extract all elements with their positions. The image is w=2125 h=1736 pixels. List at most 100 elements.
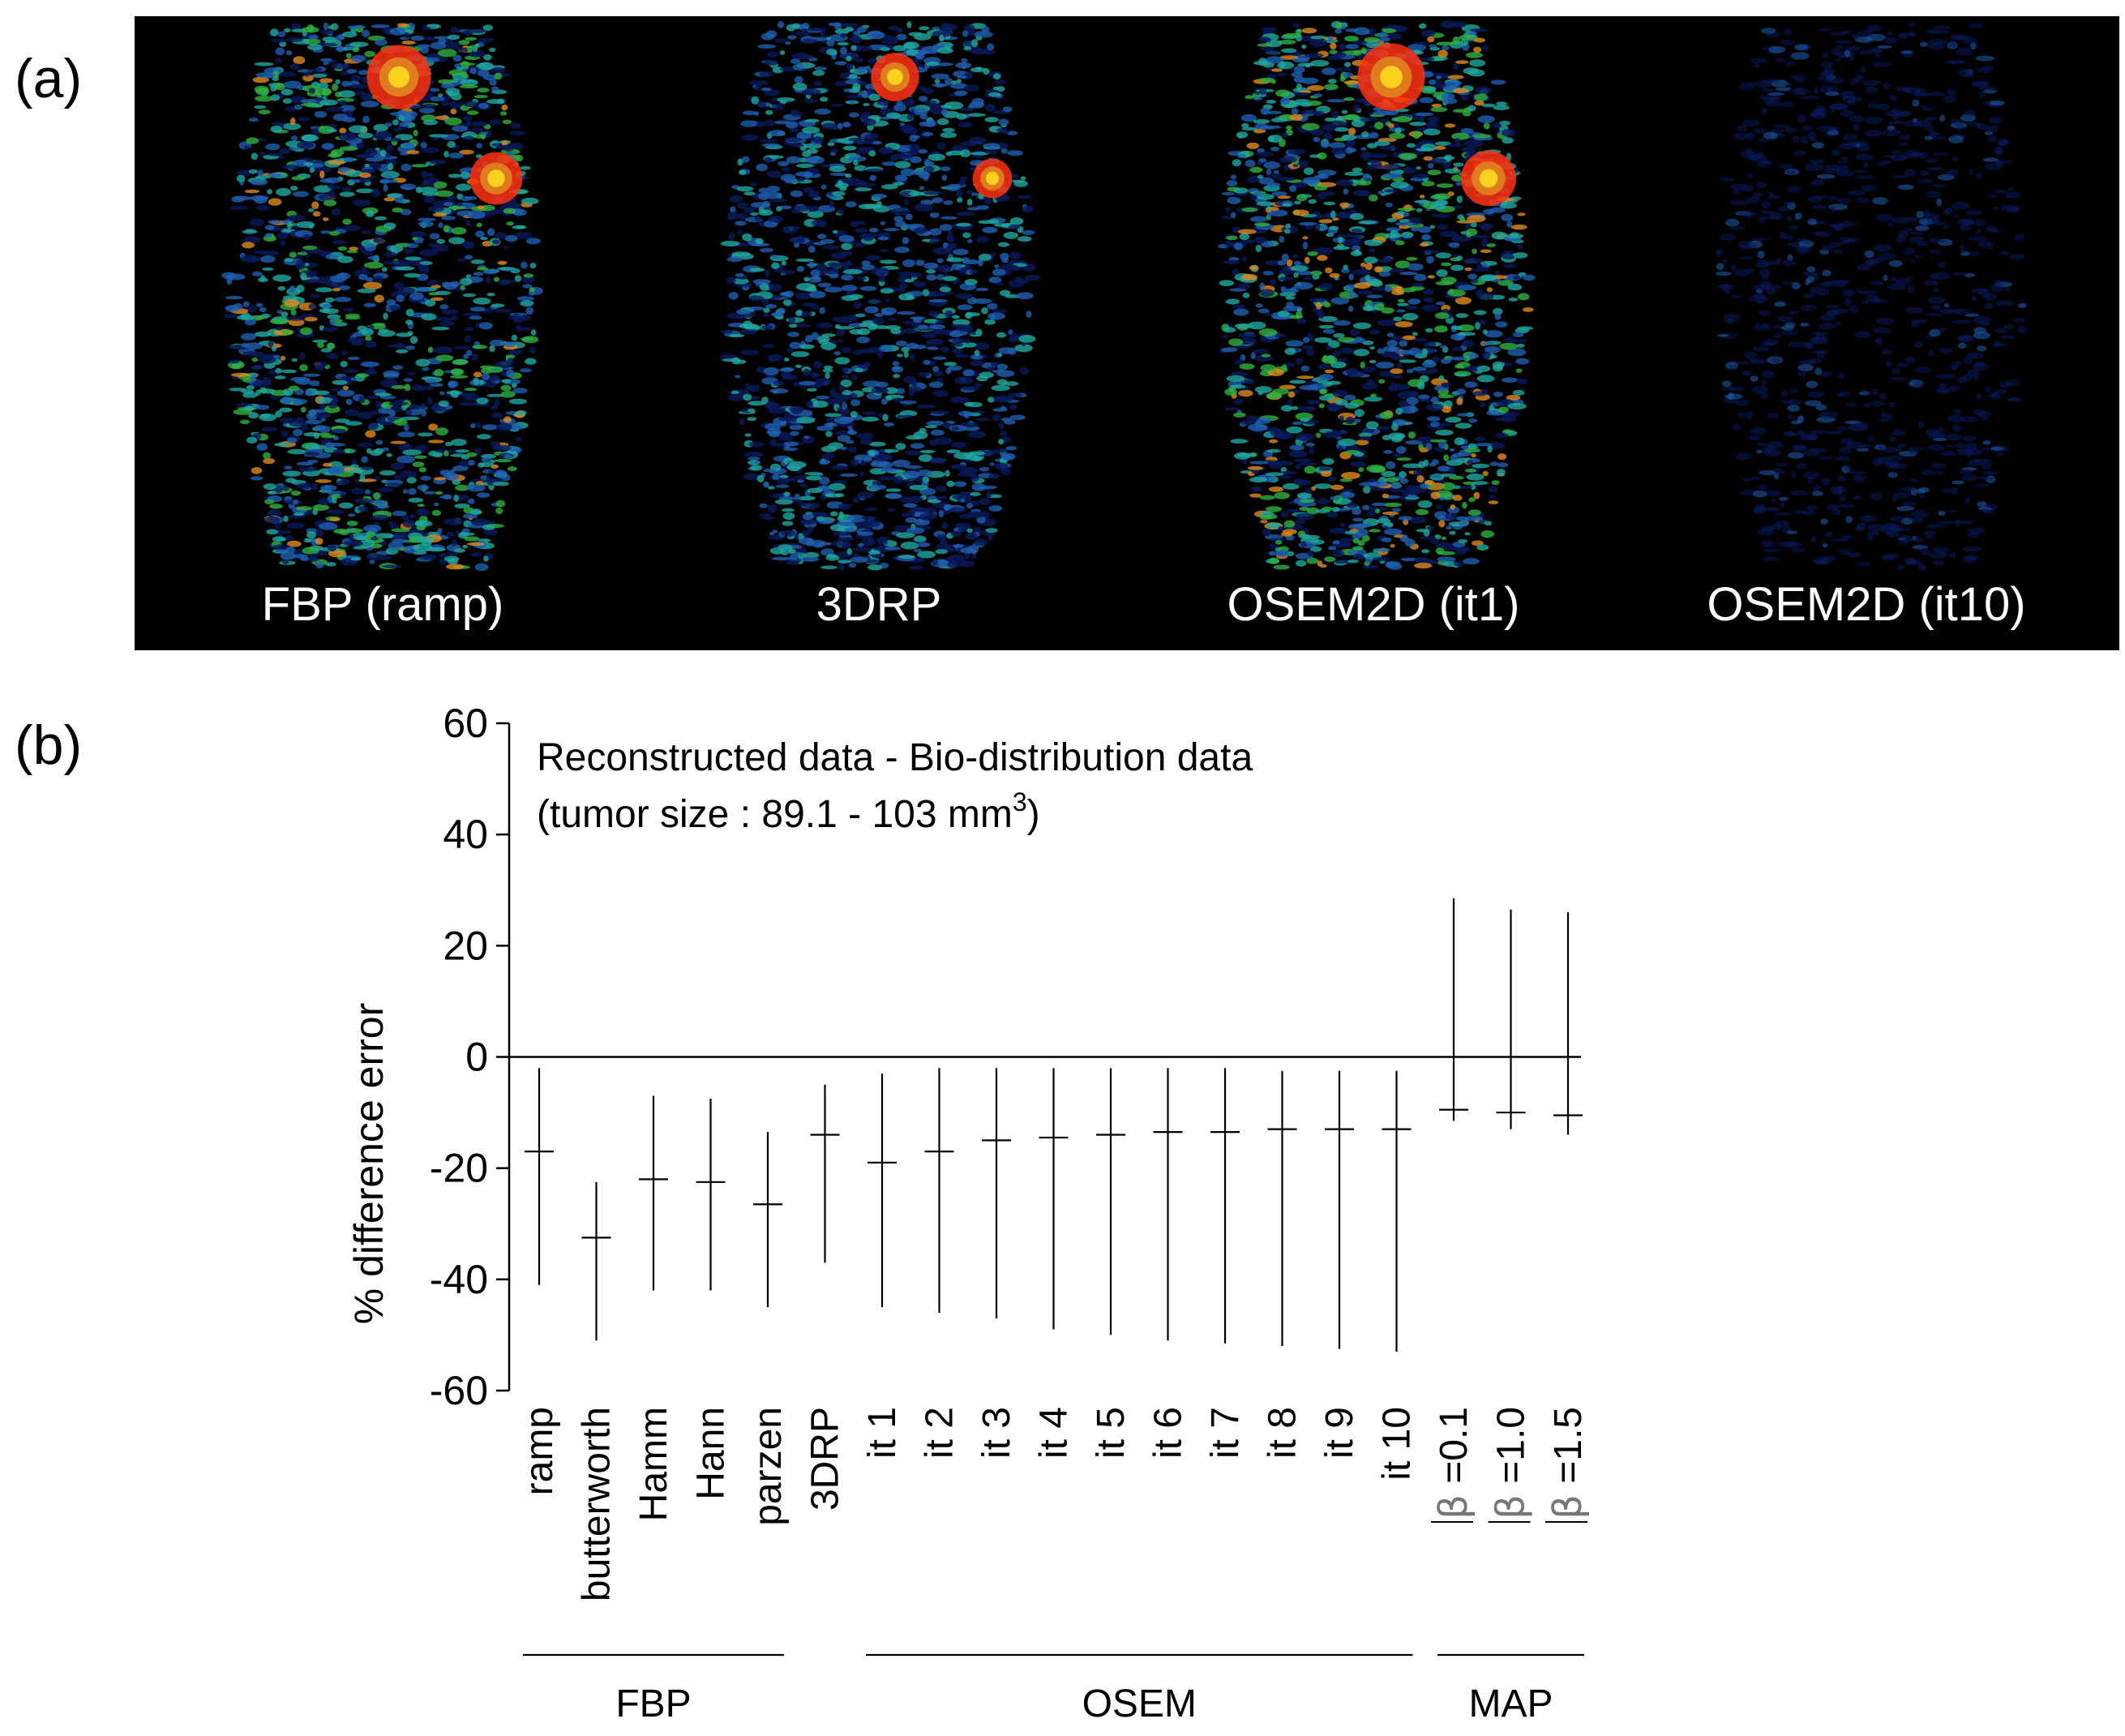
image-speckle — [750, 182, 757, 186]
image-speckle — [1495, 321, 1508, 328]
image-speckle — [994, 462, 1009, 470]
image-speckle — [780, 101, 787, 105]
image-speckle — [1382, 502, 1403, 508]
image-speckle — [1462, 146, 1476, 153]
image-speckle — [1295, 358, 1304, 366]
image-speckle — [1382, 493, 1390, 499]
image-speckle — [846, 94, 863, 99]
image-speckle — [1337, 438, 1357, 447]
image-speckle — [302, 245, 318, 251]
image-speckle — [1447, 144, 1464, 148]
image-speckle — [370, 410, 379, 415]
image-speckle — [338, 90, 356, 98]
image-speckle — [957, 75, 967, 79]
image-speckle — [1481, 351, 1492, 360]
image-speckle — [1377, 348, 1386, 354]
image-speckle — [792, 64, 805, 71]
image-speckle — [347, 336, 366, 343]
image-speckle — [929, 212, 940, 218]
image-speckle — [467, 498, 475, 504]
image-speckle — [1502, 264, 1517, 268]
image-speckle — [926, 61, 940, 66]
image-speckle — [975, 328, 983, 337]
image-speckle — [950, 464, 967, 469]
image-speckle — [996, 370, 1015, 378]
image-speckle — [1390, 229, 1399, 238]
image-speckle — [877, 236, 889, 241]
image-speckle — [868, 484, 887, 491]
image-speckle — [822, 245, 839, 250]
image-speckle — [1009, 251, 1022, 259]
image-speckle — [895, 388, 906, 394]
image-speckle — [1436, 269, 1448, 277]
image-speckle — [275, 58, 282, 63]
image-speckle — [968, 451, 986, 456]
image-speckle — [1326, 99, 1346, 103]
image-speckle — [1399, 340, 1408, 347]
image-speckle — [504, 341, 516, 348]
image-speckle — [979, 498, 991, 506]
image-speckle — [1424, 341, 1436, 348]
image-speckle — [726, 256, 743, 262]
image-speckle — [885, 546, 901, 551]
image-speckle — [853, 301, 863, 309]
image-speckle — [950, 530, 962, 538]
image-speckle — [373, 238, 385, 243]
image-speckle — [782, 167, 790, 173]
image-speckle — [996, 281, 1004, 286]
image-speckle — [287, 315, 306, 321]
image-speckle — [1330, 361, 1347, 369]
image-speckle — [902, 98, 915, 106]
image-speckle — [311, 201, 319, 209]
image-speckle — [951, 80, 958, 85]
image-speckle — [1282, 132, 1288, 139]
image-speckle — [493, 481, 509, 487]
image-speckle — [761, 298, 769, 305]
image-speckle — [1296, 28, 1302, 32]
image-speckle — [1369, 28, 1377, 36]
image-speckle — [1411, 226, 1420, 232]
image-speckle — [1416, 208, 1423, 212]
image-speckle — [913, 316, 923, 324]
image-speckle — [1279, 139, 1286, 148]
image-speckle — [1427, 169, 1442, 176]
image-speckle — [465, 119, 472, 127]
image-speckle — [1488, 486, 1498, 493]
image-speckle — [937, 47, 953, 54]
image-speckle — [345, 313, 361, 318]
image-speckle — [370, 543, 383, 549]
image-speckle — [411, 164, 429, 168]
image-speckle — [431, 510, 442, 517]
image-speckle — [1453, 88, 1469, 94]
image-speckle — [327, 353, 339, 360]
image-speckle — [822, 368, 833, 373]
image-speckle — [402, 489, 409, 494]
image-speckle — [1400, 557, 1419, 562]
image-speckle — [1347, 559, 1360, 564]
image-speckle — [516, 296, 534, 302]
image-speckle — [443, 225, 450, 233]
image-speckle — [902, 375, 917, 384]
image-speckle — [1508, 298, 1519, 302]
image-speckle — [460, 171, 471, 179]
image-speckle — [328, 461, 343, 469]
image-speckle — [922, 131, 933, 136]
image-speckle — [514, 203, 521, 210]
image-speckle — [1253, 128, 1266, 134]
image-speckle — [928, 103, 943, 108]
image-speckle — [244, 342, 263, 350]
image-speckle — [788, 461, 807, 469]
image-speckle — [1382, 173, 1403, 179]
image-speckle — [1302, 242, 1308, 250]
image-speckle — [408, 488, 417, 495]
image-speckle — [291, 135, 298, 141]
image-speckle — [1381, 470, 1396, 478]
image-speckle — [350, 377, 358, 381]
image-speckle — [1445, 547, 1462, 551]
image-speckle — [272, 122, 286, 126]
image-speckle — [256, 443, 268, 451]
image-speckle — [300, 313, 315, 318]
image-speckle — [1392, 453, 1401, 457]
image-speckle — [1484, 330, 1503, 338]
image-speckle — [283, 515, 289, 522]
